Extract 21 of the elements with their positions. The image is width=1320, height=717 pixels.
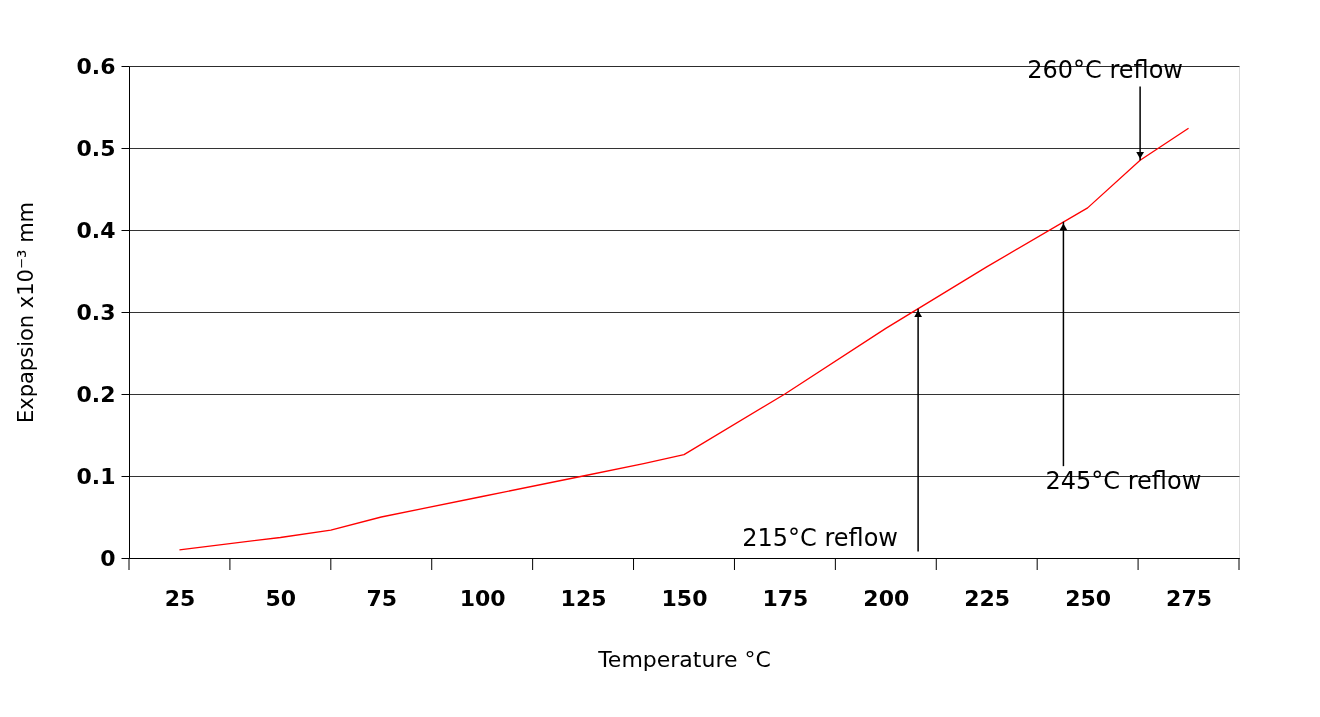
x-tick-label: 225 bbox=[964, 585, 1011, 611]
x-tick-label: 125 bbox=[560, 585, 607, 611]
y-tick-label: 0.5 bbox=[76, 135, 116, 161]
x-tick-label: 200 bbox=[863, 585, 910, 611]
y-tick-label: 0.4 bbox=[76, 217, 116, 243]
x-tick-label: 50 bbox=[265, 585, 297, 611]
x-tick-label: 275 bbox=[1166, 585, 1213, 611]
x-tick-label: 150 bbox=[661, 585, 708, 611]
x-tick-label: 100 bbox=[459, 585, 506, 611]
x-tick-label: 25 bbox=[164, 585, 196, 611]
x-tick-label: 250 bbox=[1065, 585, 1112, 611]
x-tick-label: 75 bbox=[366, 585, 398, 611]
y-tick-label: 0.6 bbox=[76, 53, 116, 79]
x-axis-title: Temperature °C bbox=[597, 646, 771, 672]
y-tick-label: 0.3 bbox=[76, 299, 116, 325]
y-tick-label: 0.1 bbox=[76, 463, 116, 489]
y-tick-label: 0 bbox=[100, 545, 116, 571]
x-tick-label: 175 bbox=[762, 585, 809, 611]
y-tick-label: 0.2 bbox=[76, 381, 116, 407]
annotation: 215°C reflow bbox=[742, 524, 898, 553]
y-axis-title: Expapsion x10⁻³ mm bbox=[13, 201, 38, 424]
